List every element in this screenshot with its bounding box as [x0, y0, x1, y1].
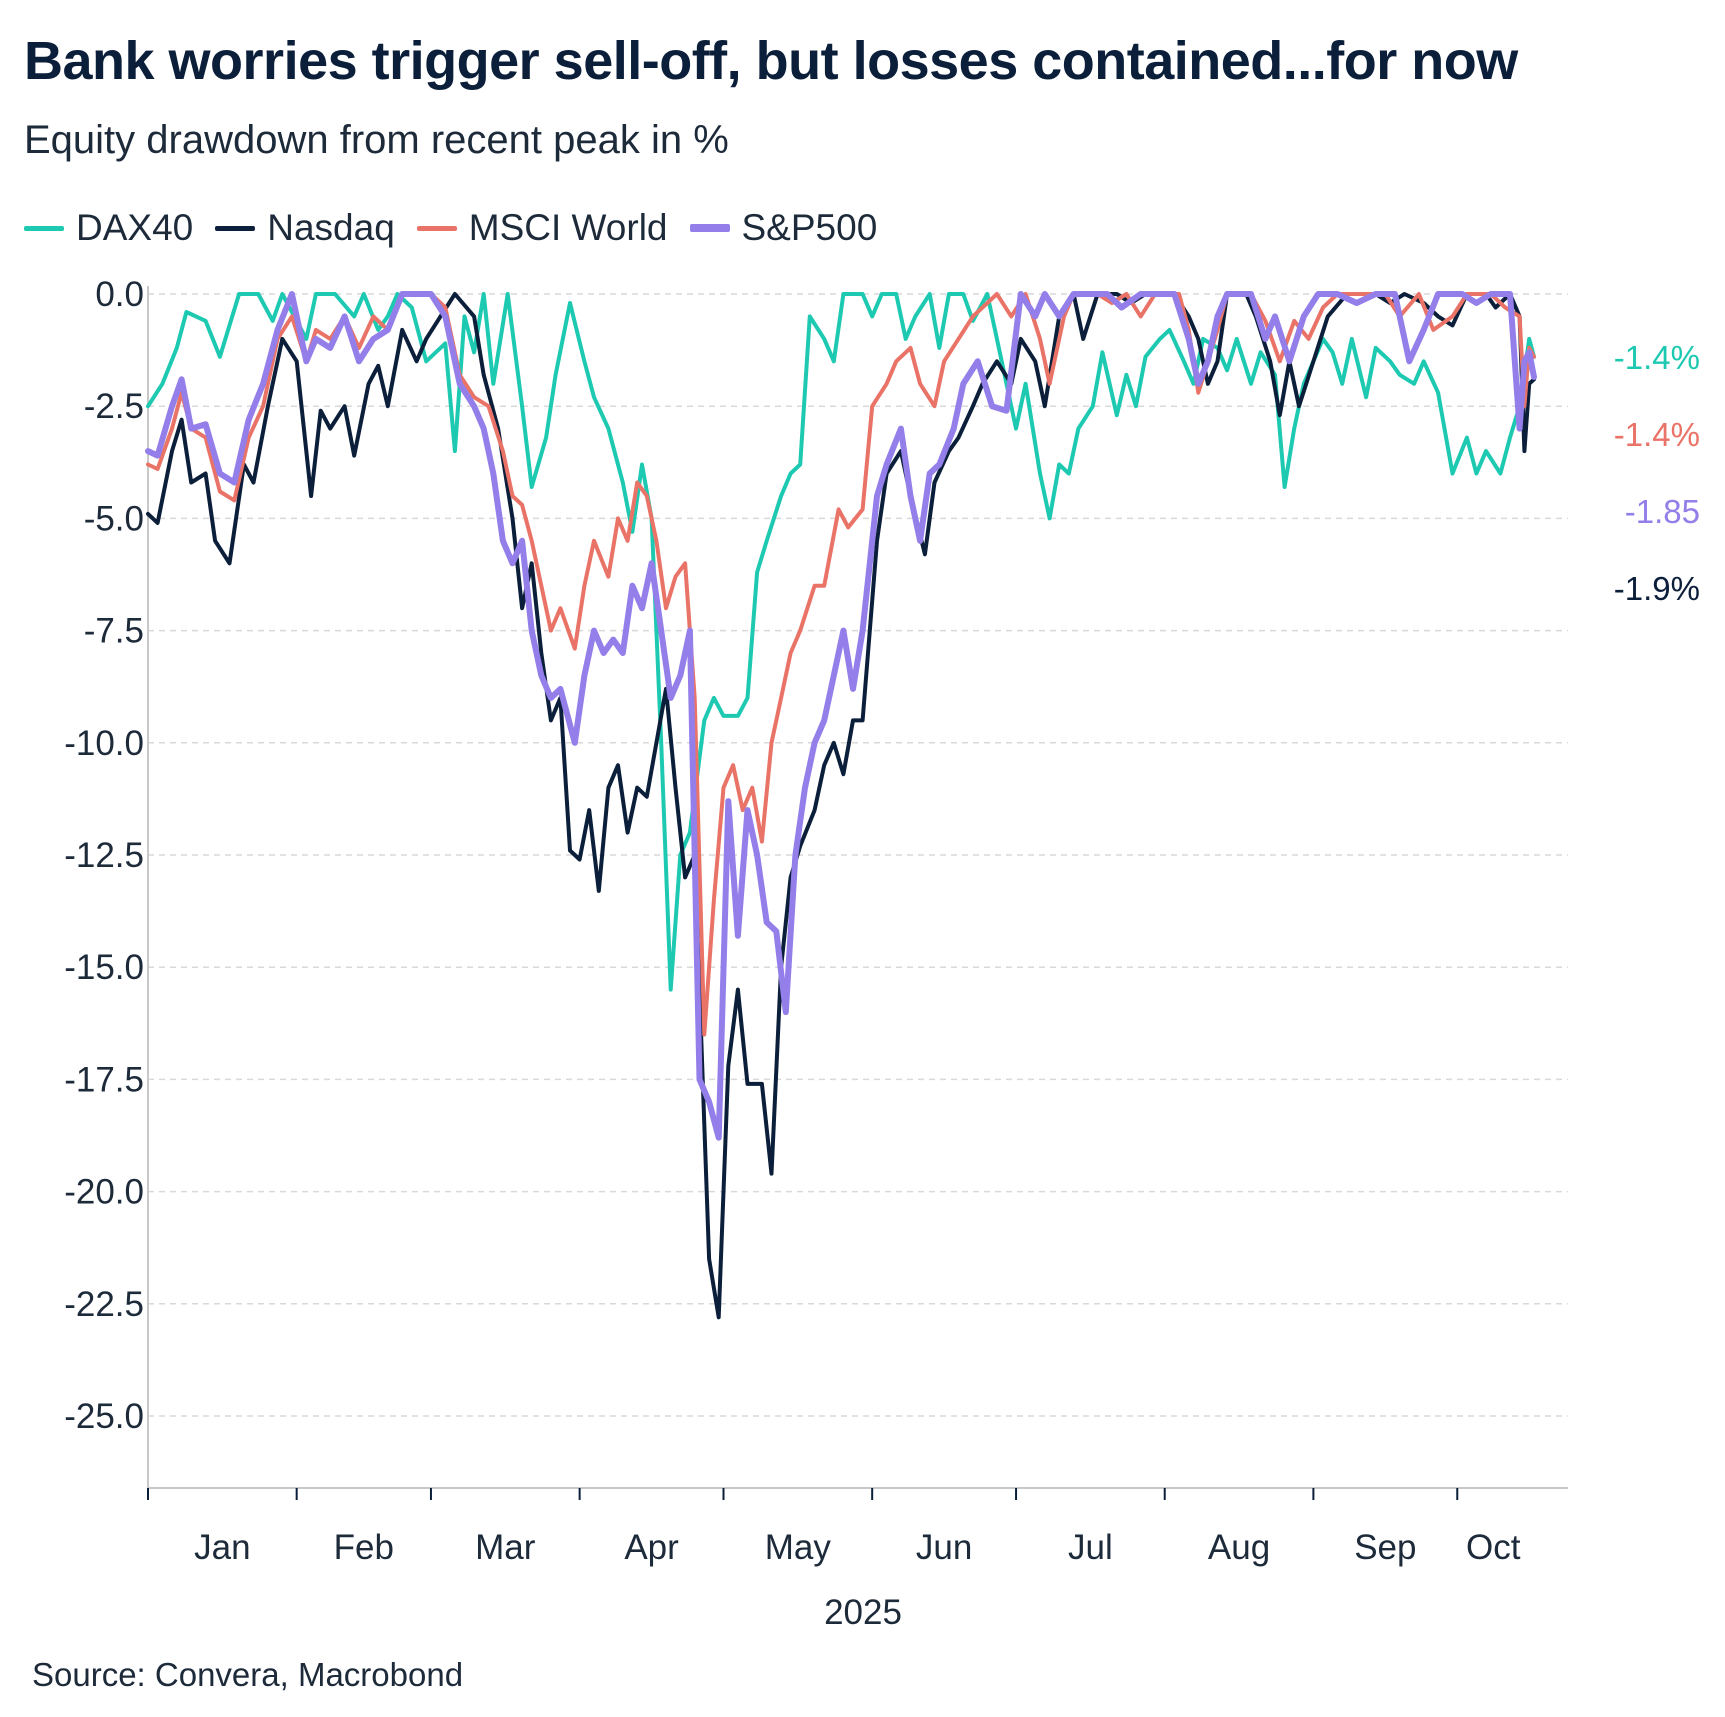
x-axis-year-label: 2025	[824, 1593, 902, 1632]
legend-label-sp500: S&P500	[741, 207, 878, 248]
end-label-s-p500: -1.85	[1625, 493, 1700, 530]
end-label-msci-world: -1.4%	[1614, 416, 1700, 453]
y-tick-label: -15.0	[64, 948, 144, 987]
legend-label-msci-world: MSCI World	[468, 207, 668, 248]
x-tick-label: Aug	[1208, 1528, 1270, 1567]
y-tick-label: -22.5	[64, 1285, 144, 1324]
y-tick-label: -7.5	[84, 612, 144, 651]
y-tick-label: -20.0	[64, 1173, 144, 1212]
x-tick-label: Sep	[1354, 1528, 1416, 1567]
chart-title: Bank worries trigger sell-off, but losse…	[24, 31, 1518, 91]
x-tick-label: Jun	[916, 1528, 972, 1567]
end-label-dax40: -1.4%	[1614, 339, 1700, 376]
legend-swatch-sp500	[689, 224, 730, 232]
y-tick-label: -10.0	[64, 724, 144, 763]
series-line-s-p500	[145, 291, 1537, 1141]
x-tick-label: Jan	[194, 1528, 250, 1567]
x-tick-label: May	[765, 1528, 832, 1567]
series-line-nasdaq	[146, 292, 1536, 1320]
legend-item-msci-world: MSCI World	[416, 207, 668, 249]
x-tick-label: Mar	[475, 1528, 536, 1567]
y-tick-label: 0.0	[95, 275, 144, 314]
series-line-msci-world	[146, 292, 1536, 1037]
x-tick-label: Oct	[1466, 1528, 1521, 1567]
legend-swatch-msci-world	[416, 225, 457, 231]
source-note: Source: Convera, Macrobond	[32, 1656, 464, 1693]
x-tick-label: Apr	[624, 1528, 679, 1567]
legend-item-dax40: DAX40	[24, 207, 193, 249]
chart-subtitle: Equity drawdown from recent peak in %	[24, 118, 729, 162]
legend-label-dax40: DAX40	[76, 207, 194, 248]
y-tick-label: -17.5	[64, 1060, 144, 1099]
chart-legend: DAX40 Nasdaq MSCI World S&P500	[24, 207, 899, 249]
legend-swatch-dax40	[24, 225, 64, 231]
y-tick-label: -2.5	[84, 387, 144, 426]
legend-item-nasdaq: Nasdaq	[215, 207, 395, 249]
y-tick-label: -5.0	[84, 499, 144, 538]
end-label-nasdaq: -1.9%	[1614, 570, 1700, 607]
legend-item-sp500: S&P500	[689, 207, 878, 249]
x-tick-label: Feb	[334, 1528, 394, 1567]
y-tick-label: -25.0	[64, 1397, 144, 1436]
end-label-layer: -1.4% -1.4% -1.85 -1.9%	[1614, 339, 1700, 607]
x-tick-label: Jul	[1068, 1528, 1113, 1567]
axis-layer: 0.0 -2.5 -5.0 -7.5 -10.0 -12.5 -15.0 -17.5 -20.0…	[64, 275, 1568, 1632]
grid-layer	[148, 293, 1568, 1417]
series-layer	[145, 291, 1537, 1320]
y-tick-label: -12.5	[64, 836, 144, 875]
legend-label-nasdaq: Nasdaq	[267, 207, 395, 248]
legend-swatch-nasdaq	[215, 225, 256, 231]
